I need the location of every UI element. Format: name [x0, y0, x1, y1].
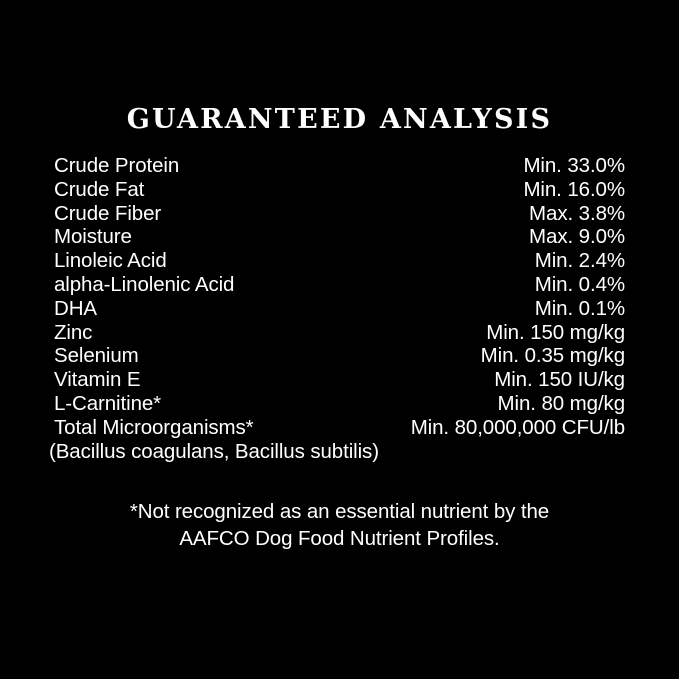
table-row: Crude Protein Min. 33.0%: [54, 154, 625, 178]
nutrient-value: Min. 150 IU/kg: [494, 368, 625, 392]
nutrient-label: Vitamin E: [54, 368, 141, 392]
nutrient-value: Min. 0.4%: [534, 272, 625, 296]
nutrient-value: Min. 33.0%: [523, 154, 625, 177]
nutrient-value: Max. 9.0%: [529, 225, 625, 249]
table-row: Linoleic Acid Min. 2.4%: [54, 249, 625, 273]
nutrient-value: Min. 0.35 mg/kg: [480, 344, 625, 368]
nutrient-value: Max. 3.8%: [529, 201, 625, 225]
nutrient-value: Min. 80 mg/kg: [497, 391, 626, 415]
table-row: alpha-Linolenic Acid Min. 0.4%: [54, 273, 625, 297]
nutrient-label: Crude Fat: [54, 177, 145, 201]
nutrient-value: Min. 150 mg/kg: [486, 320, 625, 344]
nutrient-label: Zinc: [54, 320, 93, 344]
table-row: Selenium Min. 0.35 mg/kg: [54, 344, 625, 368]
nutrient-label: Crude Protein: [54, 154, 180, 177]
nutrient-value: Min. 2.4%: [534, 249, 625, 273]
nutrient-label: Crude Fiber: [54, 201, 162, 225]
nutrient-value: Min. 0.1%: [534, 296, 625, 320]
nutrient-label: Total Microorganisms*: [54, 415, 254, 439]
guaranteed-analysis-table: Crude Protein Min. 33.0% Crude Fat Min. …: [49, 154, 625, 463]
nutrient-label: alpha-Linolenic Acid: [54, 272, 235, 296]
nutrient-label: Selenium: [54, 344, 139, 368]
nutrient-value: Min. 80,000,000 CFU/lb: [410, 415, 625, 439]
content-column: GUARANTEED ANALYSIS Crude Protein Min. 3…: [49, 0, 625, 679]
page-title: GUARANTEED ANALYSIS: [126, 104, 553, 135]
footnote: *Not recognized as an essential nutrient…: [54, 498, 625, 552]
footnote-line-1: *Not recognized as an essential nutrient…: [129, 500, 550, 523]
nutrient-value: Min. 16.0%: [523, 177, 625, 201]
table-row: Crude Fiber Max. 3.8%: [54, 202, 625, 226]
table-row: Moisture Max. 9.0%: [54, 225, 625, 249]
table-row: Total Microorganisms* Min. 80,000,000 CF…: [54, 416, 625, 440]
table-row: Zinc Min. 150 mg/kg: [54, 321, 625, 345]
nutrient-label: DHA: [54, 296, 97, 320]
table-row: DHA Min. 0.1%: [54, 297, 625, 321]
footnote-line-2: AAFCO Dog Food Nutrient Profiles.: [179, 527, 500, 550]
nutrient-label: Moisture: [54, 225, 132, 249]
microorganism-strains: (Bacillus coagulans, Bacillus subtilis): [49, 439, 379, 463]
nutrient-label: L-Carnitine*: [54, 391, 162, 415]
table-row: Crude Fat Min. 16.0%: [54, 178, 625, 202]
table-row: Vitamin E Min. 150 IU/kg: [54, 368, 625, 392]
nutrient-label: Linoleic Acid: [54, 249, 167, 273]
table-row: L-Carnitine* Min. 80 mg/kg: [54, 392, 625, 416]
